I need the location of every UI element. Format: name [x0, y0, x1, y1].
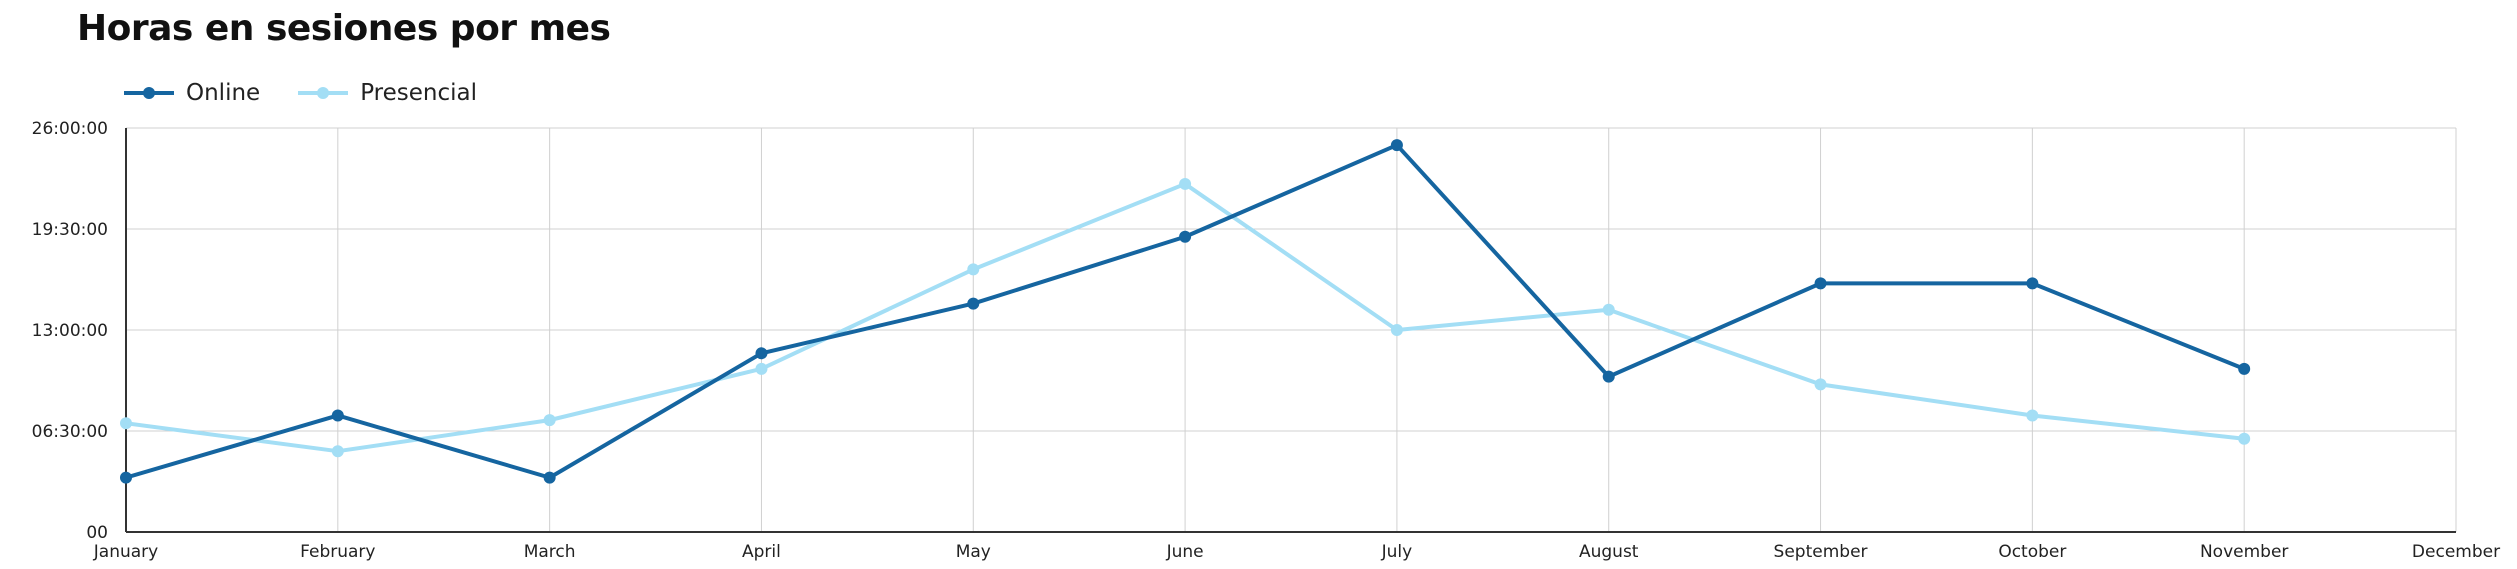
- data-point-online: [967, 297, 980, 310]
- data-point-presencial: [967, 263, 980, 276]
- legend-item-online[interactable]: Online: [124, 80, 260, 106]
- x-tick-label: October: [1998, 542, 2066, 562]
- legend-item-presencial[interactable]: Presencial: [298, 80, 477, 106]
- data-point-presencial: [2238, 432, 2251, 445]
- x-tick-label: June: [1166, 542, 1204, 562]
- x-tick-label: July: [1381, 542, 1413, 562]
- x-tick-label: November: [2200, 542, 2288, 562]
- data-point-online: [755, 347, 768, 360]
- data-point-presencial: [120, 417, 132, 430]
- x-tick-label: May: [956, 542, 991, 562]
- data-point-online: [331, 409, 344, 422]
- data-point-online: [1814, 277, 1827, 290]
- legend-label-online: Online: [186, 80, 261, 106]
- y-tick-label: 00: [86, 523, 108, 543]
- data-point-presencial: [1602, 303, 1615, 316]
- legend: Online Presencial: [124, 80, 477, 106]
- x-tick-label: March: [524, 542, 576, 562]
- data-point-online: [2026, 277, 2039, 290]
- data-point-online: [1179, 230, 1192, 243]
- data-point-presencial: [1814, 378, 1827, 391]
- data-point-online: [120, 471, 132, 484]
- y-tick-label: 19:30:00: [32, 220, 108, 240]
- data-point-online: [1602, 370, 1615, 383]
- x-tick-label: September: [1774, 542, 1868, 562]
- data-point-presencial: [331, 445, 344, 458]
- data-point-online: [1390, 139, 1403, 152]
- data-point-online: [2238, 362, 2251, 375]
- chart-title: Horas en sesiones por mes: [77, 8, 611, 49]
- data-point-presencial: [1179, 177, 1192, 190]
- x-tick-label: January: [93, 542, 158, 562]
- data-point-presencial: [1390, 324, 1403, 336]
- x-tick-label: August: [1579, 542, 1639, 562]
- legend-label-presencial: Presencial: [360, 80, 477, 106]
- data-point-online: [543, 471, 556, 484]
- y-tick-label: 06:30:00: [32, 422, 108, 442]
- x-tick-label: December: [2412, 542, 2500, 562]
- x-tick-label: February: [300, 542, 375, 562]
- x-tick-label: April: [742, 542, 781, 562]
- legend-swatch-presencial: [298, 87, 349, 99]
- data-point-presencial: [755, 362, 768, 375]
- y-tick-label: 13:00:00: [32, 321, 108, 341]
- data-point-presencial: [2026, 409, 2039, 422]
- legend-swatch-online: [124, 87, 174, 99]
- data-point-presencial: [543, 414, 556, 427]
- y-tick-label: 26:00:00: [32, 119, 108, 139]
